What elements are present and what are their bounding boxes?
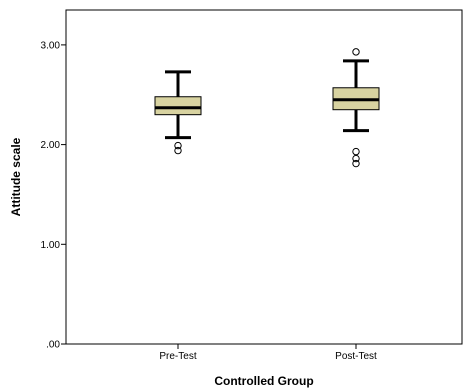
outlier-point bbox=[352, 154, 360, 163]
outlier-point bbox=[174, 146, 182, 155]
x-axis-title: Controlled Group bbox=[214, 374, 313, 388]
box-series bbox=[154, 48, 380, 168]
y-tick-label: 2.00 bbox=[41, 140, 61, 151]
x-axis-ticks: Pre-Test Post-Test bbox=[159, 344, 377, 362]
iqr-box bbox=[154, 96, 202, 116]
outlier-point bbox=[352, 147, 360, 156]
outlier-point bbox=[352, 48, 360, 56]
y-axis-title: Attitude scale bbox=[9, 137, 23, 216]
plot-frame bbox=[65, 9, 463, 345]
y-tick-label: .00 bbox=[46, 340, 60, 351]
outlier-point bbox=[352, 159, 360, 168]
y-axis-ticks: .00 1.00 2.00 3.00 bbox=[41, 40, 66, 351]
x-tick-label: Pre-Test bbox=[159, 351, 196, 362]
y-tick-label: 1.00 bbox=[41, 240, 61, 251]
box-pre-test bbox=[154, 70, 202, 155]
outlier-point bbox=[174, 141, 182, 150]
x-tick-label: Post-Test bbox=[335, 351, 377, 362]
box-post-test bbox=[332, 48, 380, 168]
y-tick-label: 3.00 bbox=[41, 40, 61, 51]
